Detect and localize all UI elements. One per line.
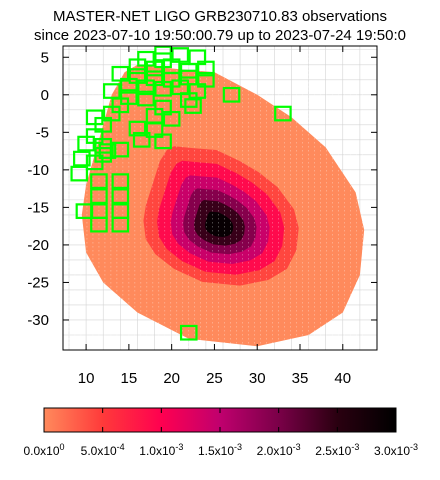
- observation-field: [73, 150, 91, 167]
- observation-field: [162, 110, 181, 127]
- y-tick-label: -20: [27, 237, 49, 254]
- observation-field: [137, 79, 155, 96]
- colorbar-tick-label: 2.5x10-3: [315, 442, 359, 458]
- observation-field: [137, 90, 155, 107]
- colorbar-tick-label: 0.0x100: [23, 442, 64, 458]
- y-tick-label: -15: [27, 199, 49, 216]
- colorbar-tick-label: 5.0x10-4: [81, 442, 125, 458]
- observation-field: [132, 131, 151, 148]
- colorbar-tick-label: 2.0x10-3: [257, 442, 301, 458]
- x-tick-label: 35: [292, 370, 309, 387]
- observation-field: [145, 60, 164, 77]
- x-tick-label: 25: [206, 370, 223, 387]
- observation-field: [111, 216, 130, 233]
- x-tick-label: 40: [334, 370, 351, 387]
- region-intensity-shell: [205, 211, 234, 237]
- colorbar-tick-label: 1.5x10-3: [198, 442, 242, 458]
- y-tick-label: -10: [27, 162, 49, 179]
- chart-title: MASTER-NET LIGO GRB230710.83 observation…: [52, 8, 388, 25]
- colorbar-tick-label: 1.0x10-3: [139, 442, 183, 458]
- colorbar-tick-label: 3.0x10-3: [374, 442, 418, 458]
- observation-fields: [70, 46, 292, 341]
- x-tick-label: 20: [163, 370, 180, 387]
- axis-layer: 10 15 20 25 30 35 40 5 0 -5 -10 -15 -20 -25 -30: [27, 46, 377, 387]
- observation-field: [184, 98, 202, 114]
- x-tick-label: 30: [249, 370, 266, 387]
- observation-field: [154, 133, 172, 150]
- observation-field: [90, 173, 108, 189]
- observation-field: [94, 137, 113, 154]
- observation-field: [111, 141, 130, 158]
- chart-subtitle: since 2023-07-10 19:50:00.79 up to 2023-…: [34, 27, 406, 44]
- probability-heatmap: [68, 46, 365, 350]
- x-tick-label: 10: [78, 370, 95, 387]
- y-tick-label: -30: [27, 312, 49, 329]
- observation-field: [111, 188, 130, 204]
- observation-field: [197, 60, 215, 77]
- colorbar: 0.0x100 5.0x10-4 1.0x10-3 1.5x10-3 2.0x10-3 2…: [23, 407, 418, 458]
- plot-frame: [62, 45, 378, 351]
- observation-field: [77, 135, 95, 152]
- plot-area: [63, 46, 377, 350]
- y-tick-label: -5: [36, 124, 49, 141]
- y-tick-label: 0: [41, 87, 49, 104]
- observation-field: [111, 173, 130, 189]
- observation-field: [222, 86, 241, 103]
- observation-field: [274, 105, 292, 122]
- observation-field: [128, 58, 147, 75]
- observation-field: [154, 80, 172, 97]
- observation-field: [120, 77, 138, 94]
- observation-field: [98, 143, 117, 159]
- y-tick-label: -25: [27, 274, 49, 291]
- x-tick-label: 15: [121, 370, 138, 387]
- observation-field: [70, 165, 89, 182]
- observation-field: [90, 188, 108, 204]
- observation-field: [94, 146, 113, 163]
- observation-field: [128, 120, 147, 137]
- y-tick-label: 5: [41, 49, 49, 66]
- observation-field: [90, 216, 108, 233]
- observation-field: [179, 324, 198, 341]
